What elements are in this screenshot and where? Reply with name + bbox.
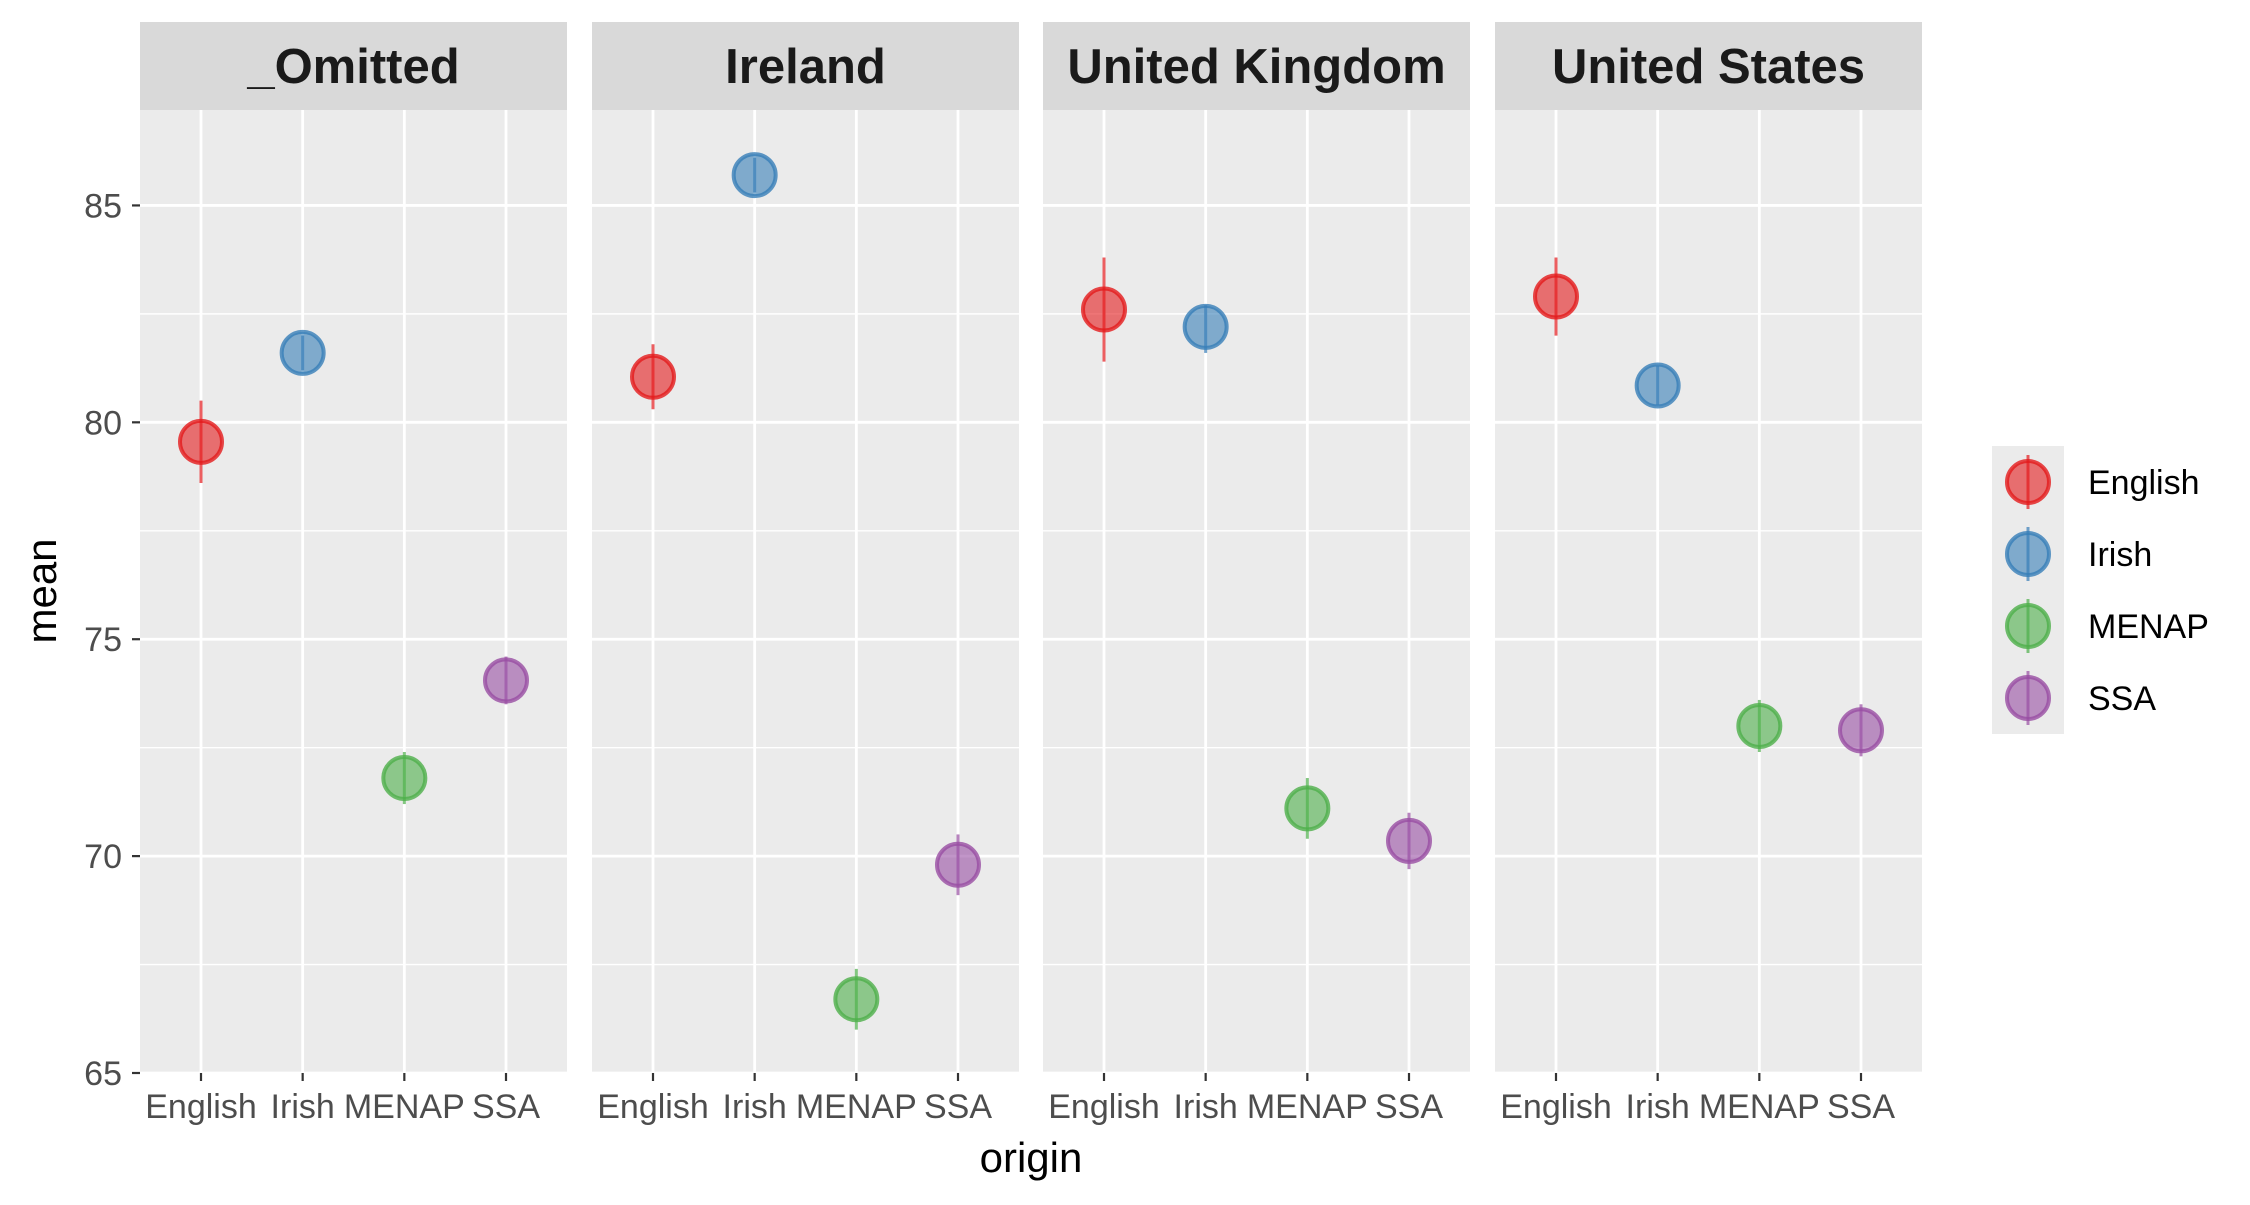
y-tick-label: 65 [84, 1055, 122, 1093]
y-tick-label: 70 [84, 838, 122, 876]
panel-background [140, 110, 567, 1073]
x-tick-label: Irish [271, 1088, 335, 1126]
data-point [833, 976, 880, 1023]
legend-label: Irish [2088, 536, 2152, 574]
facet-strip [1043, 22, 1470, 110]
panel-background [1043, 110, 1470, 1073]
x-tick-label: SSA [472, 1088, 540, 1126]
data-point [178, 418, 224, 465]
data-point [1634, 362, 1681, 409]
x-tick-label: SSA [1827, 1088, 1895, 1126]
x-axis-title: origin [980, 1134, 1083, 1181]
data-point [1736, 702, 1783, 749]
y-axis-title: mean [18, 538, 65, 643]
data-point [483, 657, 529, 704]
x-tick-label: SSA [1375, 1088, 1443, 1126]
x-tick-label: SSA [924, 1088, 992, 1126]
x-tick-label: MENAP [1699, 1088, 1820, 1126]
data-point [1182, 303, 1229, 350]
x-tick-label: Irish [1626, 1088, 1690, 1126]
legend-key-point [2005, 675, 2051, 721]
facet-strip [140, 22, 567, 110]
facet-title: _Omitted [246, 40, 459, 94]
x-tick-label: MENAP [1247, 1088, 1368, 1126]
legend-label: English [2088, 464, 2200, 502]
data-point [1081, 286, 1127, 333]
data-point [935, 841, 981, 888]
data-point [1838, 707, 1884, 754]
panel-background [1495, 110, 1922, 1073]
facet-title: United States [1552, 40, 1865, 94]
x-tick-label: English [597, 1088, 709, 1126]
data-point [1386, 817, 1432, 864]
data-point [731, 152, 778, 199]
y-tick-label: 85 [84, 187, 122, 225]
x-tick-label: English [1500, 1088, 1612, 1126]
panel-background [592, 110, 1019, 1073]
x-tick-label: Irish [723, 1088, 787, 1126]
facet-strip [1495, 22, 1922, 110]
x-tick-label: MENAP [344, 1088, 465, 1126]
data-point [630, 353, 676, 400]
data-point [1533, 273, 1579, 320]
x-tick-label: English [1048, 1088, 1160, 1126]
legend-label: SSA [2088, 680, 2156, 718]
data-point [381, 755, 428, 802]
data-point [1284, 785, 1331, 832]
y-tick-label: 75 [84, 621, 122, 659]
x-tick-label: English [145, 1088, 257, 1126]
legend-label: MENAP [2088, 608, 2209, 646]
x-tick-label: Irish [1174, 1088, 1238, 1126]
y-tick-label: 80 [84, 404, 122, 442]
legend-key-point [2005, 531, 2051, 577]
legend-key-point [2005, 603, 2051, 649]
data-point [279, 329, 326, 376]
legend-key-point [2005, 459, 2051, 505]
facet-strip [592, 22, 1019, 110]
facet-title: United Kingdom [1067, 40, 1445, 94]
x-tick-label: MENAP [796, 1088, 917, 1126]
facet-title: Ireland [725, 40, 886, 94]
